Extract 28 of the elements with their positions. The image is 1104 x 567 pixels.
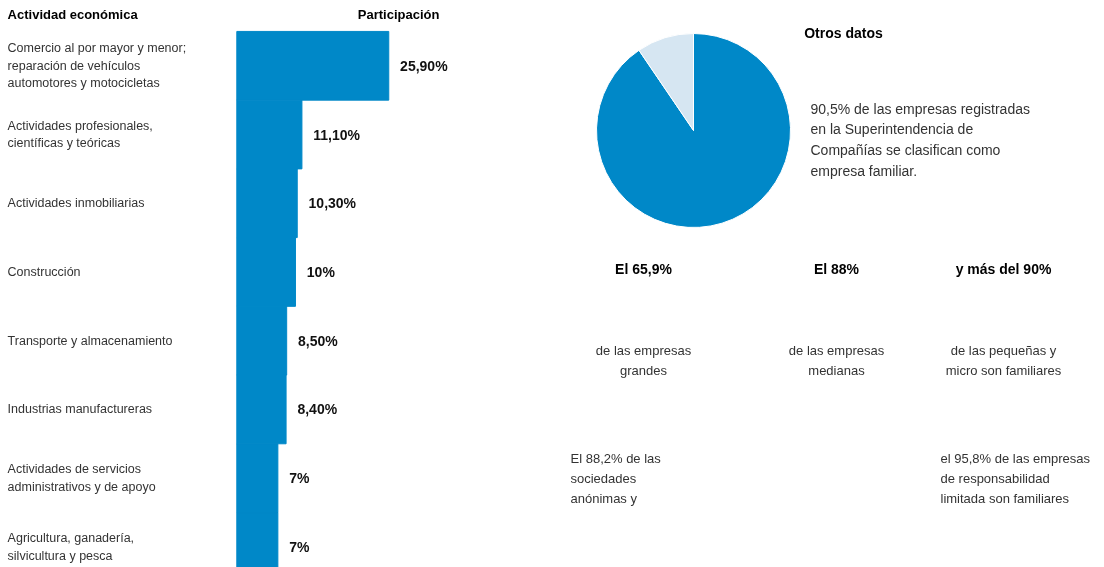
text: de las empresas grandes (595, 342, 692, 378)
category-label: El 65,9% (615, 260, 673, 277)
data-label: 7% (289, 538, 310, 555)
y-axis-title: Actividad económica (7, 6, 139, 22)
category-label: El 88% (813, 260, 860, 277)
y-tick-label: Construcción (7, 264, 81, 279)
y-tick-label: Comercio al por mayor y menor; reparación de vehículos automotores y motocicletas (7, 41, 187, 91)
y-tick-label: Actividades profesionales, científicas y teóricas (7, 118, 153, 151)
x-axis-title: Participación (357, 6, 440, 22)
y-tick-label: Actividades inmobiliarias (7, 196, 145, 211)
y-tick-label: Industrias manufactureras (7, 402, 153, 417)
y-tick-label: Actividades de servicios administrativos y de apoyo (7, 462, 156, 494)
text: Otros datos (804, 24, 883, 41)
text: de las pequeñas y micro son familiares (945, 342, 1062, 378)
text: El 88,2% de las sociedades anónimas y (570, 450, 662, 506)
data-label: 10% (306, 263, 336, 280)
data-label: 25,90% (400, 57, 449, 74)
y-tick-label: Agricultura, ganadería, silvicultura y pesca (7, 531, 135, 563)
y-tick-label: Transporte y almacenamiento (7, 333, 173, 348)
data-label: 8,50% (298, 332, 339, 349)
data-label: 8,40% (297, 401, 338, 418)
text: de las empresas medianas (788, 342, 885, 378)
data-label: 10,30% (308, 195, 357, 212)
text: el 95,8% de las empresas de responsabilidad limitada son familiares (940, 450, 1091, 506)
data-label: 7% (289, 470, 310, 487)
data-label: 11,10% (313, 126, 361, 143)
category-label: y más del 90% (955, 260, 1052, 277)
text: 90,5% de las empresas registradas en la Superintendencia de Compañías se clasifican como empresa familiar. (810, 100, 1030, 179)
